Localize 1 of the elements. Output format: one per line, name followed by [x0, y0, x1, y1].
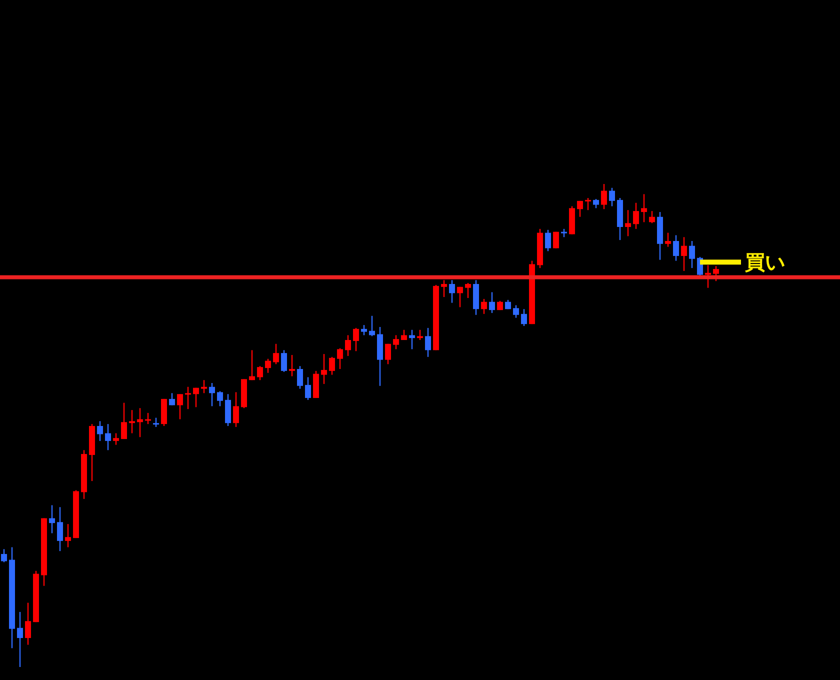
text: 買い: [744, 250, 785, 274]
